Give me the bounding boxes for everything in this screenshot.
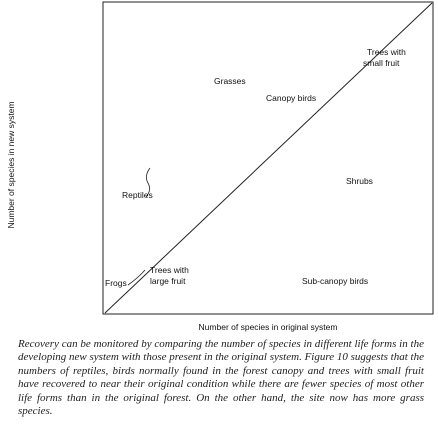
y-axis-label: Number of species in new system: [6, 101, 16, 228]
point-label: Frogs: [105, 278, 127, 288]
connector: [127, 269, 146, 286]
point-label: small fruit: [363, 58, 400, 68]
point-label: Sub-canopy birds: [302, 276, 368, 286]
point-label: Reptiles: [122, 190, 153, 200]
caption: Recovery can be monitored by comparing t…: [18, 338, 424, 418]
point-label: Canopy birds: [266, 93, 316, 103]
point-label: Shrubs: [346, 176, 373, 186]
point-label: Grasses: [214, 76, 246, 86]
point-label: Trees with: [367, 47, 406, 57]
plot-frame: [102, 1, 434, 315]
connector: [145, 167, 151, 198]
point-label: large fruit: [150, 276, 186, 286]
figure: Number of species in new system Number o…: [6, 1, 434, 332]
x-axis-label: Number of species in original system: [199, 322, 338, 332]
equality-line: [104, 2, 433, 314]
point-label: Trees with: [150, 265, 189, 275]
